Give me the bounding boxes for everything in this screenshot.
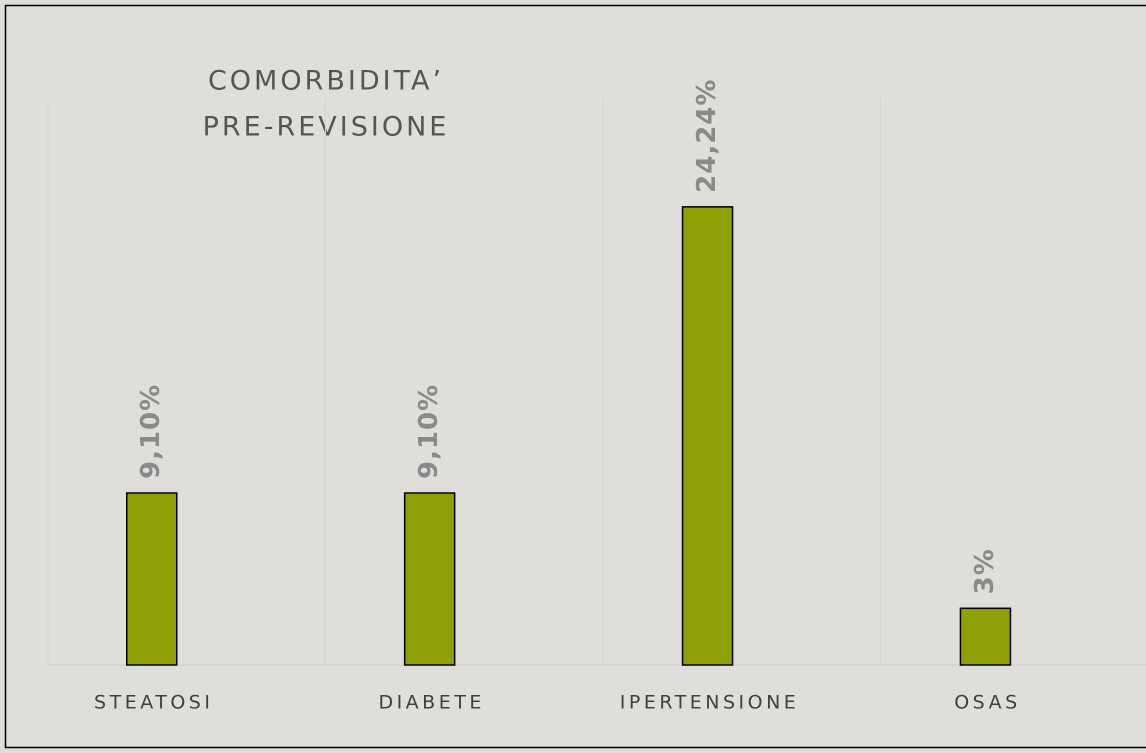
data-label: 9,10% (414, 384, 444, 479)
chart-title: PRE-REVISIONE (203, 112, 450, 143)
data-label: 3% (970, 548, 1000, 594)
chart-title: COMORBIDITA’ (208, 66, 444, 97)
bar (959, 607, 1012, 666)
bar (681, 206, 734, 666)
x-tick-label: IPERTENSIONE (620, 692, 800, 714)
frame (4, 4, 1146, 749)
x-tick-label: DIABETE (378, 692, 484, 714)
bar (126, 492, 178, 666)
data-label: 24,24% (692, 79, 722, 193)
data-label: 9,10% (136, 384, 166, 479)
x-tick-label: STEATOSI (94, 692, 213, 714)
bar (403, 492, 456, 666)
x-tick-label: OSAS (954, 692, 1020, 714)
